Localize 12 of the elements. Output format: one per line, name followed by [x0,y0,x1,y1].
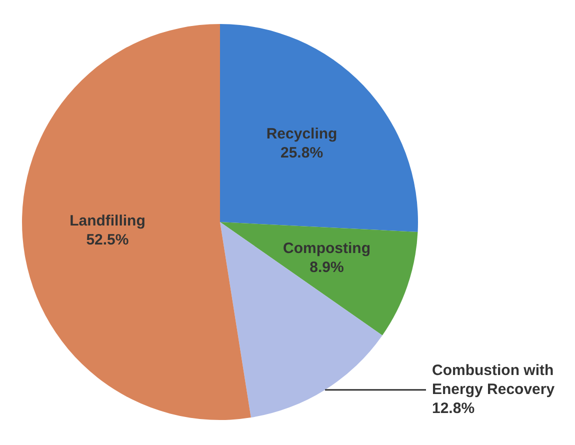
data-label: 52.5% [86,231,129,248]
data-label: 25.8% [280,144,324,162]
pie-slice [220,222,382,418]
slice-label: Landfilling [70,212,146,230]
pie-slice [22,24,251,420]
pie-slice [220,24,418,232]
pie-slice [220,222,418,336]
slice-label: Recycling [266,126,338,143]
data-label: 8.9% [310,259,344,276]
data-label: 12.8% [432,400,475,417]
slice-label: Composting [283,240,371,258]
slice-label: Combustion with Energy Recovery [432,362,556,398]
